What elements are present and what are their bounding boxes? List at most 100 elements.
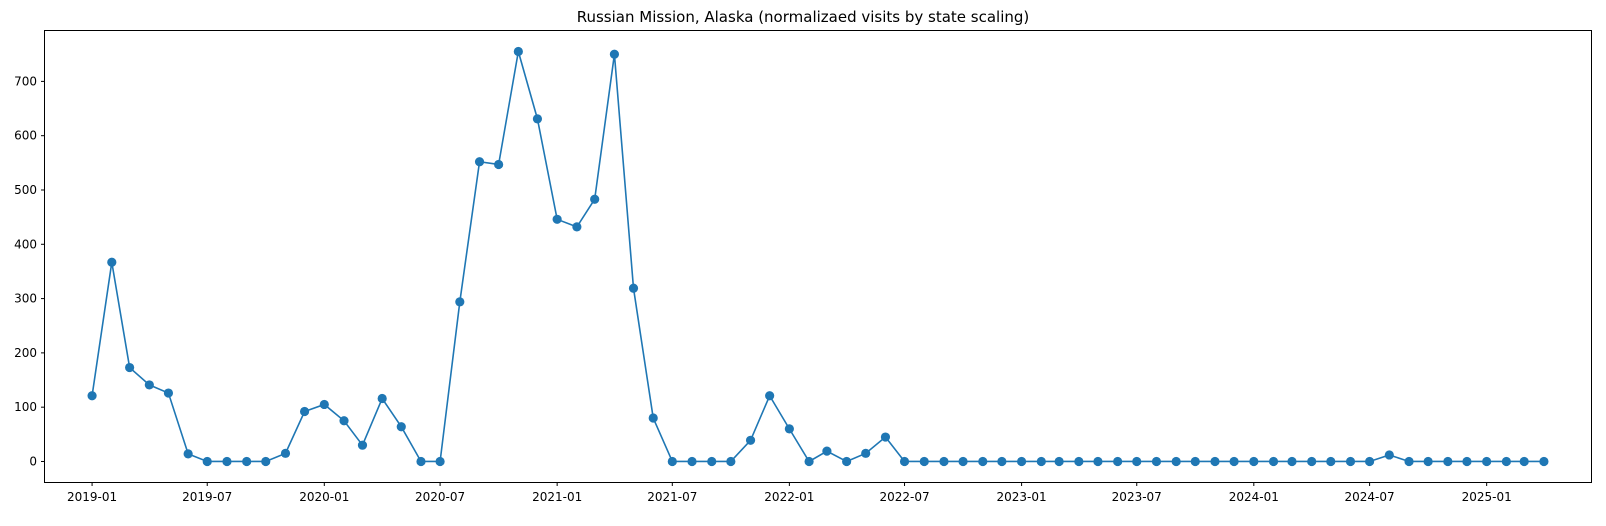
data-point — [1229, 456, 1239, 467]
data-point — [222, 456, 232, 467]
x-tick-label: 2024-07 — [1345, 490, 1395, 504]
x-tick-label: 2021-07 — [647, 490, 697, 504]
data-point — [319, 399, 329, 410]
y-tick-label: 700 — [14, 74, 37, 88]
data-point — [280, 448, 291, 458]
data-point — [822, 446, 832, 456]
data-point — [1268, 456, 1279, 467]
data-point — [1054, 456, 1064, 467]
data-point — [1287, 456, 1297, 467]
data-point — [1404, 456, 1414, 467]
data-point — [726, 456, 736, 467]
data-point — [1443, 456, 1453, 467]
data-point — [1364, 456, 1375, 467]
data-point — [667, 456, 677, 467]
data-point — [1462, 456, 1472, 467]
data-point — [1036, 456, 1046, 467]
series-line — [91, 51, 1544, 463]
data-point — [628, 283, 639, 293]
data-point — [1074, 456, 1084, 467]
data-point — [1190, 456, 1200, 467]
data-point — [1249, 456, 1259, 467]
data-point — [1307, 456, 1317, 467]
data-point — [958, 456, 968, 467]
data-point — [978, 456, 988, 467]
x-tick-label: 2019-07 — [182, 490, 232, 504]
data-point — [1501, 456, 1511, 467]
data-point — [377, 393, 387, 404]
x-tick-label: 2025-01 — [1462, 490, 1512, 504]
data-point — [1151, 456, 1162, 467]
data-point — [804, 456, 814, 467]
chart-title: Russian Mission, Alaska (normalizaed vis… — [577, 8, 1030, 26]
data-point — [396, 422, 406, 432]
y-axis: 0 100 200 300 400 500 600 700 — [14, 74, 45, 468]
data-point — [590, 194, 600, 204]
data-point — [765, 391, 775, 401]
data-point — [880, 432, 891, 442]
y-tick-label: 100 — [14, 400, 37, 414]
data-point — [202, 456, 212, 467]
data-point — [435, 456, 445, 467]
data-point — [1132, 456, 1142, 467]
y-tick-label: 400 — [14, 237, 37, 251]
data-point — [899, 456, 910, 467]
data-point — [532, 114, 543, 124]
data-point — [1539, 456, 1549, 467]
data-point — [125, 362, 135, 373]
data-point — [494, 159, 504, 170]
data-point — [842, 456, 852, 467]
x-tick-label: 2023-07 — [1112, 490, 1162, 504]
data-point — [687, 456, 697, 467]
x-tick-label: 2020-01 — [299, 490, 349, 504]
y-tick-label: 0 — [29, 454, 37, 468]
data-point — [1113, 456, 1123, 467]
data-point — [939, 456, 949, 467]
data-point — [1482, 456, 1492, 467]
data-point — [1384, 450, 1394, 460]
data-point — [609, 49, 620, 59]
data-point — [1519, 456, 1529, 467]
data-point — [919, 456, 929, 467]
data-point — [707, 456, 717, 467]
y-tick-label: 200 — [14, 346, 37, 360]
data-point — [261, 456, 271, 467]
x-tick-label: 2020-07 — [415, 490, 465, 504]
data-point — [87, 391, 97, 401]
data-point — [299, 406, 310, 417]
plot-frame — [44, 30, 1592, 483]
data-point — [1345, 456, 1356, 467]
data-point — [784, 424, 794, 434]
data-point — [1093, 456, 1103, 467]
data-point — [183, 449, 193, 459]
x-tick-label: 2022-01 — [764, 490, 814, 504]
x-tick-label: 2024-01 — [1229, 490, 1279, 504]
y-tick-label: 600 — [14, 129, 37, 143]
data-point — [572, 222, 582, 232]
data-point — [997, 456, 1007, 467]
data-point — [1210, 456, 1220, 467]
x-axis: 2019-01 2019-07 2020-01 2020-07 2021-01 2021-… — [67, 482, 1512, 504]
data-point — [242, 456, 252, 467]
data-point — [163, 388, 174, 398]
data-point — [357, 440, 368, 450]
data-point — [144, 380, 154, 390]
x-tick-label: 2021-01 — [532, 490, 582, 504]
data-point — [1171, 456, 1181, 467]
data-point — [1326, 456, 1336, 467]
y-tick-label: 500 — [14, 183, 37, 197]
data-point — [1423, 456, 1433, 467]
x-tick-label: 2019-01 — [67, 490, 117, 504]
data-point — [552, 214, 562, 224]
data-point — [861, 448, 871, 458]
data-point — [339, 416, 349, 426]
data-point — [1016, 456, 1027, 467]
data-point — [107, 257, 117, 267]
data-point — [474, 157, 485, 167]
data-point — [513, 46, 523, 57]
data-point — [648, 413, 658, 423]
data-point — [416, 456, 426, 467]
x-tick-label: 2023-01 — [997, 490, 1047, 504]
plot-area — [87, 46, 1549, 467]
